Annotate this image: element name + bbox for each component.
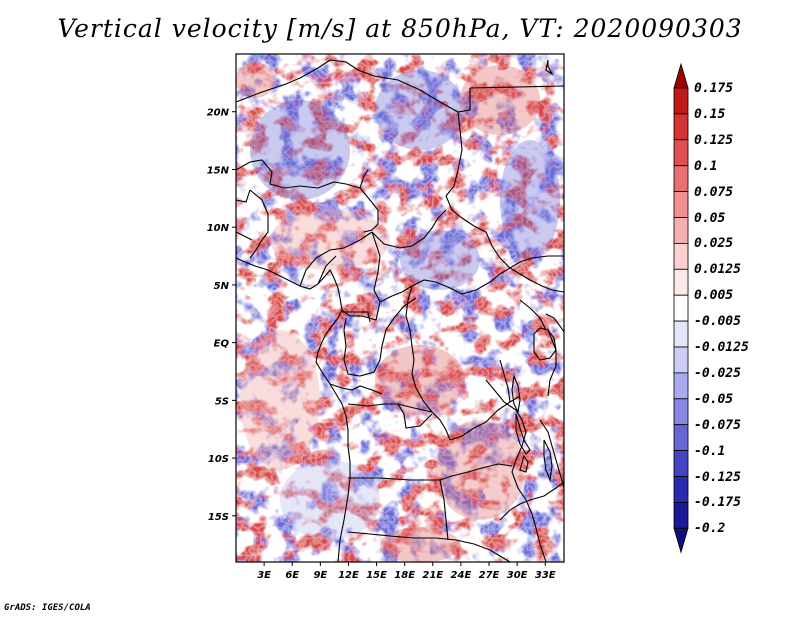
colorbar-level-label: 0.005 <box>694 288 734 304</box>
colorbar-level-label: -0.005 <box>694 314 741 330</box>
colorbar-level-label: -0.05 <box>694 391 734 407</box>
colorbar-segment <box>673 217 689 244</box>
colorbar-segment <box>673 372 689 400</box>
colorbar-level-label: 0.05 <box>694 210 726 226</box>
lat-tick-label: 5S <box>215 396 229 407</box>
colorbar-level-label: -0.2 <box>694 521 726 537</box>
lat-tick-label: 20N <box>207 108 230 119</box>
colorbar-min-arrow <box>673 527 689 554</box>
colorbar-segment <box>673 398 689 426</box>
colorbar-level-label: -0.0125 <box>694 340 749 355</box>
lon-tick-label: 30E <box>507 570 528 581</box>
lon-tick-label: 15E <box>366 570 387 581</box>
lon-tick-label: 3E <box>257 570 271 581</box>
colorbar-segment <box>673 113 689 141</box>
velocity-field <box>235 54 564 563</box>
colorbar-level-label: 0.15 <box>694 106 726 122</box>
lat-tick-label: 10N <box>207 223 230 234</box>
colorbar-segment <box>673 294 689 322</box>
colorbar-segment <box>673 320 689 348</box>
country-borders <box>235 59 565 563</box>
lat-tick-label: 10S <box>208 454 229 465</box>
colorbar-segment <box>673 501 689 529</box>
colorbar-segment <box>673 242 689 270</box>
lat-tick-label: 15N <box>207 165 230 176</box>
colorbar-segment <box>673 424 689 452</box>
colorbar <box>673 62 689 554</box>
colorbar-segment <box>673 476 689 503</box>
lon-tick-label: 12E <box>338 570 359 581</box>
grads-credit: GrADS: IGES/COLA <box>4 603 91 613</box>
map-title: Vertical velocity [m/s] at 850hPa, VT: 2… <box>57 14 743 43</box>
lon-tick-label: 6E <box>285 570 299 581</box>
colorbar-level-label: 0.075 <box>694 184 734 200</box>
map-frame: 20N 15N 10N 5N EQ 5S 10S 15S 3E 6E 9E 12E 15E 18E 21E… <box>207 53 565 581</box>
colorbar-segment <box>673 87 689 115</box>
colorbar-level-label: 0.025 <box>694 236 734 252</box>
colorbar-segment <box>673 268 689 296</box>
colorbar-level-label: -0.075 <box>694 417 741 433</box>
colorbar-segment <box>673 165 689 192</box>
lat-tick-label: 5N <box>214 281 230 292</box>
colorbar-level-label: 0.125 <box>694 132 734 148</box>
lon-tick-label: 27E <box>479 570 500 581</box>
colorbar-level-label: -0.025 <box>694 365 741 381</box>
colorbar-level-label: -0.1 <box>694 443 726 459</box>
colorbar-level-label: 0.0125 <box>694 262 741 278</box>
lon-tick-label: 18E <box>394 570 415 581</box>
lon-tick-label: 33E <box>535 570 556 581</box>
lat-tick-label: 15S <box>208 512 229 523</box>
colorbar-segment <box>673 346 689 374</box>
lon-tick-label: 21E <box>422 570 443 581</box>
colorbar-level-label: 0.1 <box>694 158 718 174</box>
colorbar-level-label: -0.175 <box>694 495 741 511</box>
lon-tick-label: 24E <box>451 570 472 581</box>
lon-tick-label: 9E <box>313 570 327 581</box>
lat-tick-label: EQ <box>214 339 230 350</box>
colorbar-max-arrow <box>673 62 689 89</box>
colorbar-segment <box>673 450 689 477</box>
colorbar-level-label: 0.175 <box>694 81 734 96</box>
colorbar-segment <box>673 191 689 218</box>
colorbar-level-label: -0.125 <box>694 469 741 485</box>
colorbar-segment <box>673 139 689 167</box>
